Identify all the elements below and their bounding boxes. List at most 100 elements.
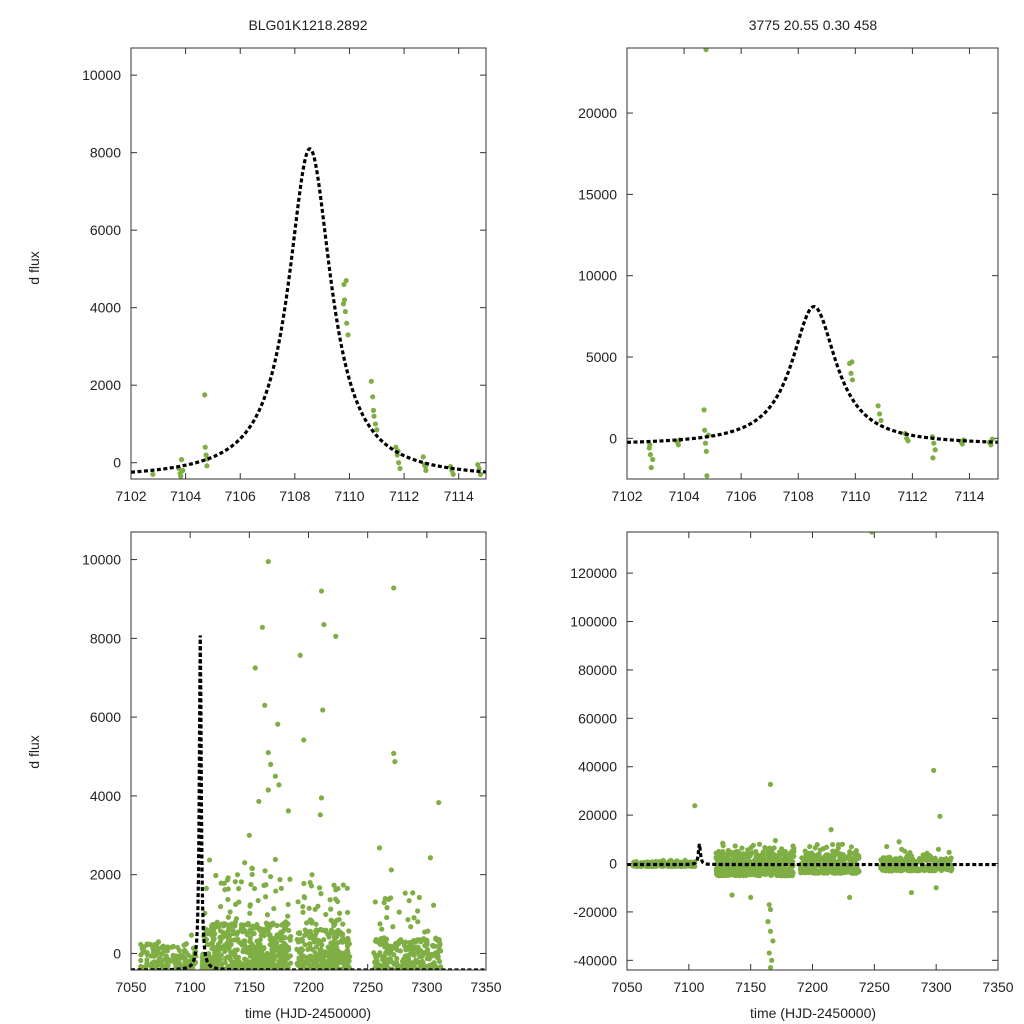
data-point: [368, 378, 374, 384]
data-point: [215, 941, 222, 948]
data-point: [429, 963, 435, 969]
data-point: [317, 950, 324, 956]
data-point: [245, 922, 252, 928]
data-point: [327, 961, 333, 968]
data-point: [372, 952, 378, 958]
data-point: [346, 957, 352, 963]
data-point: [899, 856, 905, 863]
data-point: [325, 930, 331, 937]
x-tick-label: 7112: [389, 488, 419, 504]
data-point: [828, 827, 834, 833]
data-point: [739, 845, 745, 851]
data-point: [884, 843, 890, 850]
data-point: [150, 471, 156, 477]
data-point: [648, 465, 654, 471]
data-point: [250, 963, 256, 969]
x-axis-label-left: time (HJD-2450000): [245, 1005, 371, 1021]
data-point: [244, 932, 250, 938]
data-point: [883, 867, 889, 873]
data-point: [741, 871, 747, 877]
data-point: [406, 898, 412, 904]
data-point: [312, 950, 318, 956]
data-point: [234, 947, 240, 953]
data-point: [436, 799, 442, 806]
x-tick-label: 7150: [735, 979, 766, 995]
data-point: [179, 954, 186, 960]
data-point: [713, 850, 719, 856]
data-point: [703, 48, 709, 53]
data-point: [823, 852, 829, 858]
x-tick-label: 7350: [470, 979, 501, 995]
x-tick-label: 7114: [954, 488, 984, 504]
data-point: [812, 845, 818, 851]
data-point: [232, 937, 238, 943]
x-tick-label: 7050: [611, 979, 642, 995]
x-tick-label: 7108: [279, 488, 310, 504]
data-point: [789, 849, 796, 856]
data-point: [911, 858, 917, 864]
data-point: [933, 885, 939, 891]
data-point: [417, 953, 423, 960]
data-point: [393, 444, 399, 450]
y-tick-label: 10000: [82, 67, 121, 83]
data-point: [391, 952, 397, 958]
plot-area: [131, 558, 486, 970]
data-point: [185, 963, 191, 969]
data-point: [249, 865, 255, 872]
data-point: [252, 665, 258, 671]
data-point: [210, 958, 216, 965]
data-point: [174, 944, 181, 951]
data-point: [314, 955, 320, 961]
data-point: [329, 918, 336, 924]
data-point: [262, 868, 268, 874]
data-point: [274, 922, 280, 929]
data-point: [263, 920, 269, 926]
data-point: [396, 909, 402, 915]
data-point: [187, 958, 194, 964]
panel-top-right: 7102 7104 7106 7108 7110 7112 7114 0 5000 10000 15…: [578, 47, 999, 504]
data-point: [342, 308, 348, 315]
data-point: [843, 855, 849, 862]
data-point: [785, 873, 791, 879]
x-tick-label: 7104: [170, 488, 201, 504]
data-point: [283, 924, 289, 930]
data-point: [302, 932, 308, 938]
data-point: [756, 871, 763, 877]
data-point: [249, 871, 255, 878]
y-axis-label-top: d flux: [26, 251, 42, 284]
data-point: [345, 332, 351, 338]
data-point: [876, 411, 883, 417]
data-point: [650, 456, 656, 463]
data-point: [217, 903, 224, 910]
data-point: [789, 868, 795, 875]
data-point: [341, 964, 348, 970]
data-point: [178, 473, 184, 479]
data-point: [831, 865, 837, 871]
data-point: [436, 944, 442, 950]
data-point: [327, 951, 333, 957]
data-point: [225, 896, 231, 903]
y-axis-label-bottom: d flux: [26, 735, 42, 768]
data-point: [316, 885, 323, 891]
data-point: [272, 773, 278, 779]
data-point: [817, 857, 823, 863]
data-point: [188, 932, 195, 938]
data-point: [732, 843, 738, 849]
data-point: [234, 931, 240, 938]
data-point: [222, 948, 228, 955]
data-point: [333, 887, 339, 893]
x-tick-label: 7200: [293, 979, 324, 995]
data-point: [422, 937, 428, 943]
data-point: [930, 455, 936, 461]
data-point: [905, 438, 911, 444]
plot-area: [131, 147, 486, 479]
data-point: [229, 921, 235, 927]
x-tick-label: 7150: [234, 979, 265, 995]
data-point: [767, 845, 773, 851]
data-point: [375, 938, 381, 944]
data-point: [233, 901, 239, 907]
data-point: [271, 905, 277, 912]
data-point: [252, 944, 258, 950]
y-tick-label: 0: [113, 455, 121, 471]
data-point: [323, 911, 329, 918]
